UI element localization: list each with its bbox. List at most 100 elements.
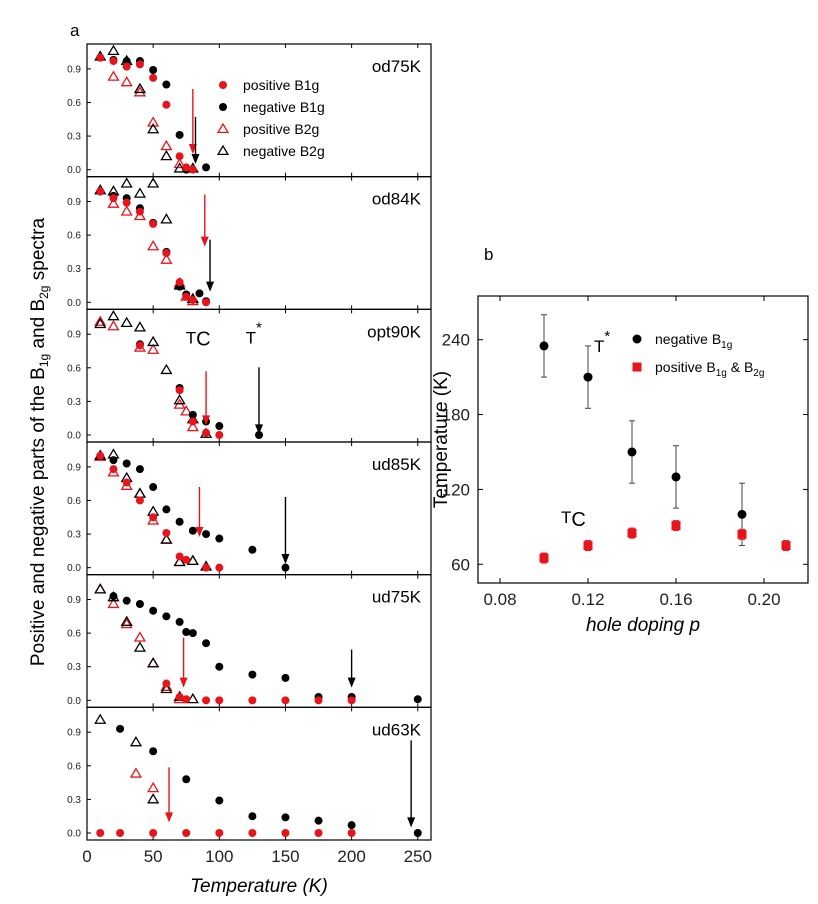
y-tick-label: 120 [442, 480, 470, 499]
point-negative-b2g [94, 583, 107, 594]
point-positive-b2g [120, 205, 133, 216]
point-negative-b1g [162, 80, 171, 89]
point-positive-b1g [347, 696, 356, 705]
point-negative-b1g [182, 775, 191, 784]
legend-label-part: negative B [655, 331, 721, 347]
point-positive-b1g [162, 528, 171, 537]
subpanel-frame [86, 706, 432, 841]
y-tick-label: 60 [451, 555, 470, 574]
point-positive-b1g [162, 249, 171, 258]
point-negative-b1g [215, 534, 224, 543]
point-positive-b1g-b2g [627, 528, 637, 538]
point-negative-b1g [281, 563, 290, 572]
point-positive-b2g [180, 405, 193, 416]
point-negative-b1g [188, 629, 197, 638]
point-positive-b1g [188, 296, 197, 305]
y-tick-label: 0.0 [67, 696, 81, 707]
y-tick-label: 0.6 [67, 761, 81, 772]
point-negative-b1g [109, 592, 118, 601]
point-negative-b1g [175, 617, 184, 626]
point-positive-b1g-b2g [539, 553, 549, 563]
point-negative-b2g [147, 123, 160, 134]
point-negative-b1g [122, 596, 131, 605]
point-positive-b1g [135, 207, 144, 216]
point-positive-b1g [215, 829, 224, 837]
x-tick-label: 0.20 [747, 590, 780, 609]
point-negative-b2g [160, 533, 173, 544]
y-tick-label: 0.0 [67, 431, 81, 442]
point-positive-b1g [347, 829, 356, 837]
panel-b: b 0.08 0.12 0.16 0.20 60 120 180 240 hole doping … [431, 245, 809, 636]
point-negative-b1g [175, 517, 184, 526]
tstar-arrow-head [407, 817, 416, 828]
point-positive-b1g [149, 829, 158, 837]
legend-label: negative B1g [243, 99, 325, 115]
legend-marker [219, 103, 227, 111]
legend-label-sub: 1g [716, 368, 727, 379]
point-positive-b1g [96, 829, 105, 837]
point-positive-b1g [281, 829, 290, 837]
point-positive-b1g [96, 451, 105, 460]
y-tick-label: 0.6 [67, 629, 81, 640]
point-negative-b1g [413, 829, 422, 837]
x-tick-label: 0.08 [483, 590, 516, 609]
point-positive-b1g [175, 386, 184, 395]
point-positive-b1g [202, 696, 211, 705]
y-tick-label: 0.9 [67, 197, 81, 208]
y-tick-label: 0.3 [67, 397, 81, 408]
point-positive-b1g [96, 187, 105, 196]
legend-label-sub: 2g [753, 368, 764, 379]
point-positive-b1g [109, 57, 118, 66]
tc-arrow-head [195, 527, 204, 537]
tstar-annotation: T* [594, 328, 610, 356]
point-positive-b2g [147, 240, 160, 251]
point-positive-b1g [314, 829, 323, 837]
tstar-arrow-head [206, 281, 215, 292]
point-negative-b2g [160, 682, 173, 694]
point-negative-b2g [147, 793, 160, 804]
y-axis-label: Positive and negative parts of the B1g a… [28, 217, 51, 666]
x-tick-label: 150 [271, 847, 299, 866]
x-axis-label: Temperature (K) [190, 876, 328, 897]
tstar-arrow [281, 497, 290, 564]
point-negative-b2g [120, 615, 133, 626]
sample-label: od84K [372, 190, 422, 209]
y-axis-label-part: spectra [28, 217, 49, 285]
point-negative-b2g [129, 735, 143, 747]
point-negative-b1g [202, 530, 211, 539]
point-negative-b1g [281, 813, 290, 822]
point-negative-b1g [188, 410, 197, 419]
point-negative-b2g [186, 692, 199, 704]
point-positive-b1g-b2g [737, 529, 747, 539]
tstar-arrow [191, 117, 200, 164]
point-positive-b1g [122, 198, 131, 207]
sample-label: ud85K [372, 455, 422, 474]
point-negative-b1g [202, 639, 211, 648]
tc-annotation: TC [186, 328, 211, 350]
point-negative-b1g [215, 796, 224, 805]
sample-label: opt90K [367, 322, 422, 341]
legend-marker [632, 362, 642, 372]
point-positive-b1g-b2g [583, 541, 593, 551]
tstar-arrow [206, 239, 215, 292]
y-axis-label-part: and B [28, 299, 49, 354]
point-negative-b2g [173, 393, 186, 405]
tstar-arrow [255, 367, 263, 435]
point-negative-b2g [94, 713, 107, 724]
tstar-annotation-sup: * [256, 319, 262, 336]
point-positive-b1g [122, 62, 131, 71]
point-positive-b2g [147, 343, 160, 354]
point-negative-b2g [160, 149, 173, 161]
point-negative-b1g [413, 695, 422, 704]
legend-label: positive B2g [243, 121, 319, 137]
point-positive-b2g [107, 70, 120, 81]
point-negative-b2g [133, 321, 147, 332]
point-negative-b1g [149, 747, 158, 756]
point-positive-b1g [175, 552, 184, 561]
point-negative-b2g [173, 555, 186, 567]
y-tick-label: 0.9 [67, 595, 81, 606]
point-negative-b1g [539, 341, 549, 351]
point-positive-b1g [202, 298, 211, 307]
point-positive-b2g [160, 253, 173, 264]
